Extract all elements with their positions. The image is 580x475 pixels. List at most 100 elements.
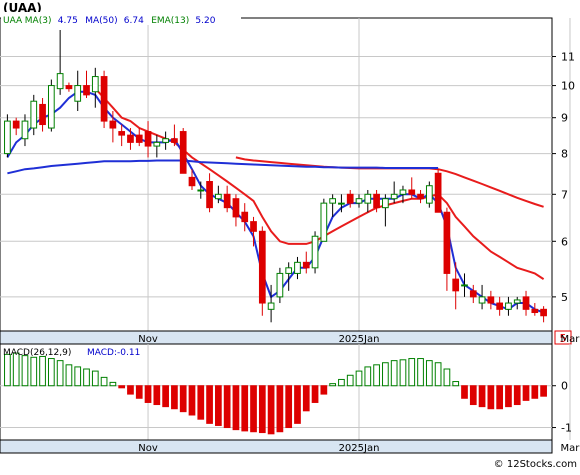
candle — [285, 262, 293, 291]
candle-body — [215, 193, 222, 200]
candle — [390, 181, 398, 204]
macd-bar — [241, 385, 249, 432]
candle-body — [144, 131, 152, 147]
macd-bar — [12, 352, 20, 387]
macd-bar — [355, 370, 363, 387]
candle-body — [188, 176, 196, 187]
candle — [311, 231, 319, 274]
macd-bar — [153, 385, 161, 406]
candle — [364, 189, 372, 213]
macd-bar — [364, 366, 372, 387]
candle — [179, 128, 187, 174]
candle-body — [223, 193, 231, 209]
macd-bar — [496, 385, 504, 410]
candle — [461, 273, 468, 297]
price-y-tick-label: 7 — [561, 188, 568, 201]
candle — [320, 198, 328, 242]
macd-bar — [179, 385, 187, 413]
macd-bar — [188, 385, 196, 416]
candle-body — [443, 211, 451, 274]
candle — [153, 135, 161, 158]
ma-blue-short-line — [6, 90, 544, 314]
candle-body — [153, 141, 161, 147]
candle — [171, 124, 178, 147]
candle-body — [12, 120, 20, 129]
macd-bar — [267, 385, 275, 435]
macd-bar — [21, 355, 29, 387]
macd-bar — [382, 362, 389, 387]
x-axis-label: Mar — [561, 443, 580, 454]
macd-bar — [540, 385, 547, 397]
macd-bar — [513, 385, 521, 406]
candle-body — [505, 302, 512, 310]
candle-body — [496, 302, 504, 310]
legend-item: 5.20 — [195, 16, 215, 26]
candle-body — [478, 296, 486, 304]
price-gridlines — [0, 18, 571, 331]
macd-bar — [373, 364, 380, 387]
macd-bar — [118, 385, 126, 389]
candle-body — [364, 193, 372, 204]
candle-body — [258, 230, 266, 304]
candle — [425, 181, 433, 208]
candle — [197, 181, 205, 199]
macd-bar — [478, 385, 486, 408]
candle — [496, 296, 504, 316]
price-y-tick-label: 5 — [561, 291, 568, 304]
macd-bar — [30, 356, 38, 387]
price-y-tick-label: 11 — [561, 51, 575, 64]
macd-bar — [346, 374, 354, 387]
candle — [241, 203, 249, 232]
macd-title: MACD(26,12,9) — [3, 348, 71, 358]
macd-value: MACD:-0.11 — [87, 348, 140, 358]
candle-body — [109, 120, 117, 129]
candle — [469, 284, 477, 304]
candle-body — [4, 120, 11, 155]
candle — [232, 194, 240, 227]
candle — [135, 128, 143, 147]
price-y-tick-label: 6 — [561, 235, 568, 248]
last-price-tag: 5 — [560, 332, 567, 345]
macd-bar — [320, 385, 328, 395]
legend-item: 4.75 — [58, 16, 78, 26]
candle-body — [285, 267, 293, 274]
candle-body — [30, 100, 38, 129]
candle-body — [294, 261, 301, 274]
macd-bar — [425, 360, 433, 387]
price-panel — [0, 17, 553, 332]
macd-bar — [65, 364, 73, 387]
candle — [223, 185, 231, 213]
macd-bar — [461, 385, 468, 399]
candle — [100, 70, 108, 129]
legend-item: EMA(13) — [151, 16, 189, 26]
macd-bar — [487, 385, 495, 410]
candle-body — [56, 73, 64, 90]
candle-body — [522, 296, 530, 310]
candle — [188, 169, 196, 190]
price-lines — [6, 87, 545, 314]
macd-bar — [258, 385, 266, 434]
macd-bar — [531, 385, 539, 399]
price-y-ticks: 5 6 7 8 9 10 11 — [552, 51, 575, 304]
macd-bar — [127, 385, 134, 395]
candle — [162, 131, 169, 150]
candle — [294, 256, 301, 280]
candle — [47, 79, 55, 132]
ma-blue-long-line — [7, 159, 439, 175]
candle — [144, 121, 152, 158]
candle-body — [373, 193, 380, 209]
candle-body — [338, 202, 345, 205]
candle — [399, 185, 407, 204]
macd-y-tick-label: 0 — [561, 380, 568, 393]
candle — [338, 194, 345, 213]
macd-bar — [276, 385, 284, 433]
candle — [215, 185, 222, 204]
candle-body — [206, 181, 213, 209]
macd-bar — [91, 370, 99, 387]
price-y-tick-label: 8 — [561, 148, 568, 161]
price-x-axis-labels: Nov2025JanMarMayJulSep — [138, 334, 580, 345]
candle — [487, 290, 495, 310]
candle — [443, 207, 451, 291]
x-axis-label: Mar — [561, 334, 580, 345]
